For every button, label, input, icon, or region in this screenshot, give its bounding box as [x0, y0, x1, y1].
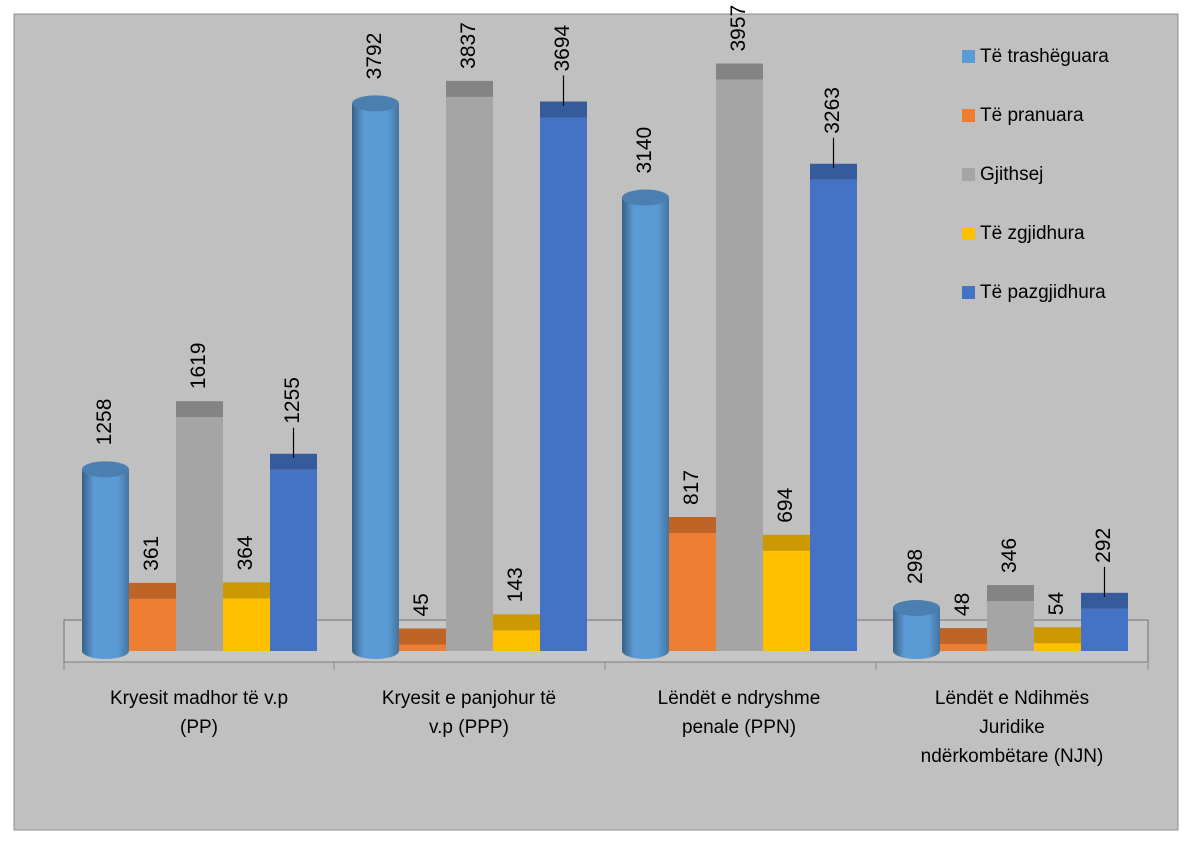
- legend-swatch-2: [962, 168, 975, 181]
- category-axis: Kryesit madhor të v.p (PP) Kryesit e panjo…: [63, 661, 1149, 767]
- bar-1-1: [399, 644, 446, 651]
- category-label-2-1: penale (PPN): [682, 717, 796, 738]
- bar-cap-4-0: [270, 453, 317, 470]
- bar-cap-0-0: [82, 461, 129, 478]
- category-label-3-2: ndërkombëtare (NJN): [921, 746, 1104, 767]
- legend-swatch-3: [962, 227, 975, 240]
- data-label-4-3: 292: [1092, 528, 1115, 563]
- data-label-1-1: 45: [410, 593, 433, 616]
- bar-2-2: [716, 79, 763, 651]
- bar-3-1: [493, 630, 540, 651]
- data-labels: 1258 361 1619 364 1255 3792 45 3837 143 3694 3140 8…: [93, 5, 1115, 617]
- bar-cap-1-3: [940, 628, 987, 645]
- category-label-2-0: Lëndët e ndryshme: [658, 688, 821, 709]
- bar-cap-2-1: [446, 80, 493, 97]
- bar-2-1: [446, 96, 493, 651]
- bar-1-3: [940, 644, 987, 651]
- data-label-2-0: 1619: [187, 342, 210, 389]
- bar-cap-4-2: [810, 163, 857, 180]
- bar-cap-1-0: [129, 582, 176, 599]
- bar-1-0: [129, 598, 176, 651]
- data-label-2-2: 3957: [727, 5, 750, 52]
- category-label-1-0: Kryesit e panjohur të: [382, 688, 556, 709]
- legend-label-1: Të pranuara: [980, 105, 1084, 126]
- legend-label-2: Gjithsej: [980, 164, 1043, 185]
- bar-4-0: [270, 469, 317, 651]
- bar-0-3: [893, 607, 940, 659]
- data-label-3-0: 364: [234, 535, 257, 570]
- bar-cap-3-0: [223, 582, 270, 599]
- data-label-0-3: 298: [904, 549, 927, 584]
- data-label-0-2: 3140: [633, 127, 656, 174]
- bar-4-3: [1081, 608, 1128, 651]
- data-label-4-0: 1255: [281, 377, 304, 424]
- bar-3-0: [223, 598, 270, 651]
- bar-cap-3-1: [493, 614, 540, 631]
- bar-cap-2-3: [987, 585, 1034, 602]
- data-label-2-1: 3837: [457, 22, 480, 69]
- bar-2-0: [176, 417, 223, 651]
- bar-cap-0-3: [893, 599, 940, 616]
- bar-cap-4-3: [1081, 592, 1128, 609]
- bar-cap-0-1: [352, 95, 399, 112]
- bar-4-2: [810, 179, 857, 652]
- legend-swatch-4: [962, 286, 975, 299]
- bars: [82, 63, 1128, 660]
- legend-label-4: Të pazgjidhura: [980, 282, 1106, 303]
- legend-swatch-1: [962, 109, 975, 122]
- bar-cap-4-1: [540, 101, 587, 118]
- data-label-2-3: 346: [998, 538, 1021, 573]
- data-label-3-3: 54: [1045, 592, 1068, 616]
- legend-swatch-0: [962, 50, 975, 63]
- bar-4-1: [540, 117, 587, 651]
- bar-cap-2-2: [716, 63, 763, 80]
- category-label-3-1: Juridike: [979, 717, 1044, 738]
- bar-cap-1-2: [669, 517, 716, 534]
- bar-cap-1-1: [399, 628, 446, 645]
- data-label-3-1: 143: [504, 567, 527, 602]
- category-label-3-0: Lëndët e Ndihmës: [935, 688, 1089, 709]
- data-label-0-0: 1258: [93, 399, 116, 446]
- bar-0-0: [82, 469, 129, 659]
- data-label-1-3: 48: [951, 593, 974, 616]
- bar-1-2: [669, 533, 716, 651]
- legend-label-0: Të trashëguara: [980, 46, 1109, 67]
- legend: Të trashëguara Të pranuara Gjithsej Të zgji…: [962, 46, 1109, 303]
- bar-cap-3-3: [1034, 627, 1081, 644]
- data-label-4-2: 3263: [821, 87, 844, 134]
- data-label-3-2: 694: [774, 487, 797, 522]
- bar-cap-2-0: [176, 401, 223, 418]
- category-label-0-1: (PP): [180, 717, 218, 738]
- bar-3-3: [1034, 643, 1081, 651]
- category-label-0-0: Kryesit madhor të v.p: [110, 688, 288, 709]
- data-label-4-1: 3694: [551, 24, 574, 71]
- legend-label-3: Të zgjidhura: [980, 223, 1085, 244]
- data-label-0-1: 3792: [363, 33, 386, 80]
- category-label-1-1: v.p (PPP): [429, 717, 509, 738]
- bar-cap-0-2: [622, 189, 669, 206]
- data-label-1-2: 817: [680, 470, 703, 505]
- bar-cap-3-2: [763, 534, 810, 551]
- bar-0-1: [352, 103, 399, 660]
- bar-0-2: [622, 197, 669, 660]
- bar-2-3: [987, 601, 1034, 651]
- bar-3-2: [763, 550, 810, 651]
- data-label-1-0: 361: [140, 536, 163, 571]
